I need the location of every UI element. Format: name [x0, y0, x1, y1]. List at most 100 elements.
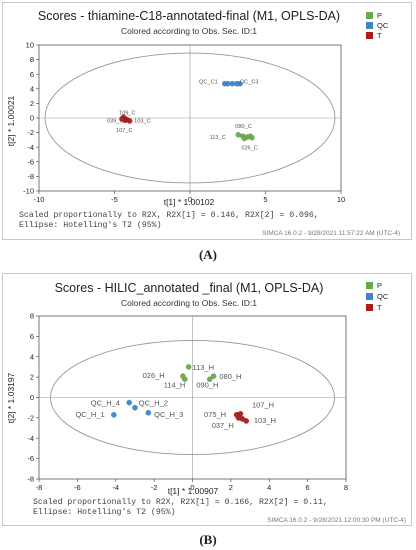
y-tick-label: 6	[30, 332, 34, 341]
data-point-p	[210, 373, 217, 379]
y-axis-label: t[2] * 1.00021	[6, 95, 16, 146]
x-tick-label: -4	[112, 483, 119, 492]
legend-swatch-qc	[366, 293, 373, 300]
data-point-p	[241, 135, 248, 142]
observation-label: 080_H	[219, 372, 241, 381]
legend-swatch-p	[366, 12, 373, 19]
x-axis-label: t[1] * 1.00102	[164, 197, 215, 207]
observation-label: 039_C	[107, 118, 123, 124]
x-tick-label: -8	[36, 483, 43, 492]
simca-stamp: SIMCA 16.0.2 - 9/28/2021 12:00:30 PM (UT…	[267, 517, 406, 524]
y-tick-label: 0	[30, 114, 34, 123]
y-tick-label: 2	[30, 373, 34, 382]
y-tick-label: 6	[30, 70, 34, 79]
x-tick-label: 2	[229, 483, 233, 492]
y-tick-label: 4	[30, 352, 34, 361]
y-axis-label: t[2] * 1.03197	[6, 372, 16, 423]
observation-label: QC_H_4	[91, 399, 120, 408]
x-tick-label: 8	[344, 483, 348, 492]
simca-stamp: SIMCA 16.0.2 - 9/28/2021 11:57:22 AM (UT…	[262, 230, 400, 237]
score-plot-b: Scores - HILIC_annotated _final (M1, OPL…	[6, 281, 406, 524]
observation-label: 026_H	[143, 371, 165, 380]
observation-label: 107_H	[252, 401, 274, 410]
footer-line-1: Scaled proportionally to R2X, R2X[1] = 0…	[33, 497, 328, 507]
legend-label-t: T	[377, 31, 382, 40]
x-tick-label: -6	[74, 483, 81, 492]
data-point-t	[235, 415, 242, 421]
panel-label-a: (A)	[198, 247, 218, 262]
observation-label: QC_H_1	[75, 410, 104, 419]
observation-label: 103_C	[134, 118, 150, 124]
observation-label: 090_H	[196, 380, 218, 389]
observation-label: 080_C	[235, 124, 251, 130]
x-tick-label: 0	[190, 483, 194, 492]
y-tick-label: 2	[30, 99, 34, 108]
legend-swatch-t	[366, 32, 373, 39]
x-tick-label: 4	[267, 483, 271, 492]
legend-swatch-t	[366, 304, 373, 311]
legend-label-p: P	[377, 281, 382, 290]
y-tick-label: -10	[23, 187, 34, 196]
data-point-p	[206, 376, 213, 382]
data-point-t	[120, 114, 127, 121]
x-tick-label: -5	[111, 195, 118, 204]
observation-label: 113_C	[210, 135, 226, 141]
legend-swatch-qc	[366, 22, 373, 29]
x-tick-label: -2	[151, 483, 158, 492]
legend-label-qc: QC	[377, 292, 389, 301]
y-tick-label: 8	[30, 55, 34, 64]
observation-label: 026_C	[241, 145, 257, 151]
x-tick-label: 6	[306, 483, 310, 492]
y-tick-label: 8	[30, 312, 34, 321]
y-tick-label: -6	[27, 454, 34, 463]
data-point-p	[247, 133, 254, 140]
y-tick-label: -4	[27, 434, 34, 443]
observation-label: 114_H	[164, 380, 186, 389]
y-tick-label: -8	[27, 475, 34, 484]
observation-label: 075_H	[204, 410, 226, 419]
y-tick-label: 4	[30, 84, 34, 93]
legend-label-qc: QC	[377, 21, 389, 30]
observation-label: QC_C1	[199, 80, 218, 86]
x-axis-label: t[1] * 1.00907	[168, 486, 219, 496]
legend-label-t: T	[377, 303, 382, 312]
score-plot-a: Scores - thiamine-C18-annotated-final (M…	[6, 9, 400, 237]
x-tick-label: 0	[188, 195, 192, 204]
footer-line-1: Scaled proportionally to R2X, R2X[1] = 0…	[19, 210, 319, 220]
y-tick-label: -4	[27, 143, 34, 152]
observation-label: 037_H	[212, 421, 234, 430]
y-tick-label: 10	[26, 41, 34, 50]
observation-label: QC_H_3	[154, 410, 183, 419]
y-tick-label: 0	[30, 393, 34, 402]
data-point-qc	[237, 80, 243, 87]
data-point-qc	[145, 409, 152, 416]
legend-swatch-p	[366, 282, 373, 289]
observation-label: 113_H	[193, 363, 215, 372]
y-tick-label: -2	[27, 128, 34, 137]
data-point-qc	[111, 412, 117, 418]
y-tick-label: -6	[27, 157, 34, 166]
x-tick-label: -10	[34, 195, 45, 204]
chart-title: Scores - HILIC_annotated _final (M1, OPL…	[55, 281, 324, 295]
hotelling-ellipse	[44, 52, 336, 184]
y-tick-label: -8	[27, 172, 34, 181]
observation-label: QC_C3	[240, 80, 259, 86]
score-plot-panel-b: Scores - HILIC_annotated _final (M1, OPL…	[2, 273, 412, 526]
data-point-qc	[126, 399, 132, 406]
chart-title: Scores - thiamine-C18-annotated-final (M…	[38, 9, 340, 23]
x-tick-label: 5	[263, 195, 267, 204]
data-point-p	[182, 376, 188, 382]
observation-label: 103_H	[254, 416, 276, 425]
observation-label: QC_H_2	[139, 399, 168, 408]
hotelling-ellipse	[50, 339, 335, 455]
y-tick-label: -2	[27, 413, 34, 422]
x-tick-label: 10	[337, 195, 345, 204]
chart-subtitle: Colored according to Obs. Sec. ID:1	[121, 26, 257, 36]
legend-label-p: P	[377, 11, 382, 20]
data-point-t	[243, 418, 250, 424]
data-point-qc	[132, 404, 138, 411]
data-point-p	[185, 364, 192, 370]
score-plot-panel-a: Scores - thiamine-C18-annotated-final (M…	[2, 2, 412, 240]
data-point-t	[126, 118, 133, 124]
panel-label-b: (B)	[199, 532, 217, 547]
